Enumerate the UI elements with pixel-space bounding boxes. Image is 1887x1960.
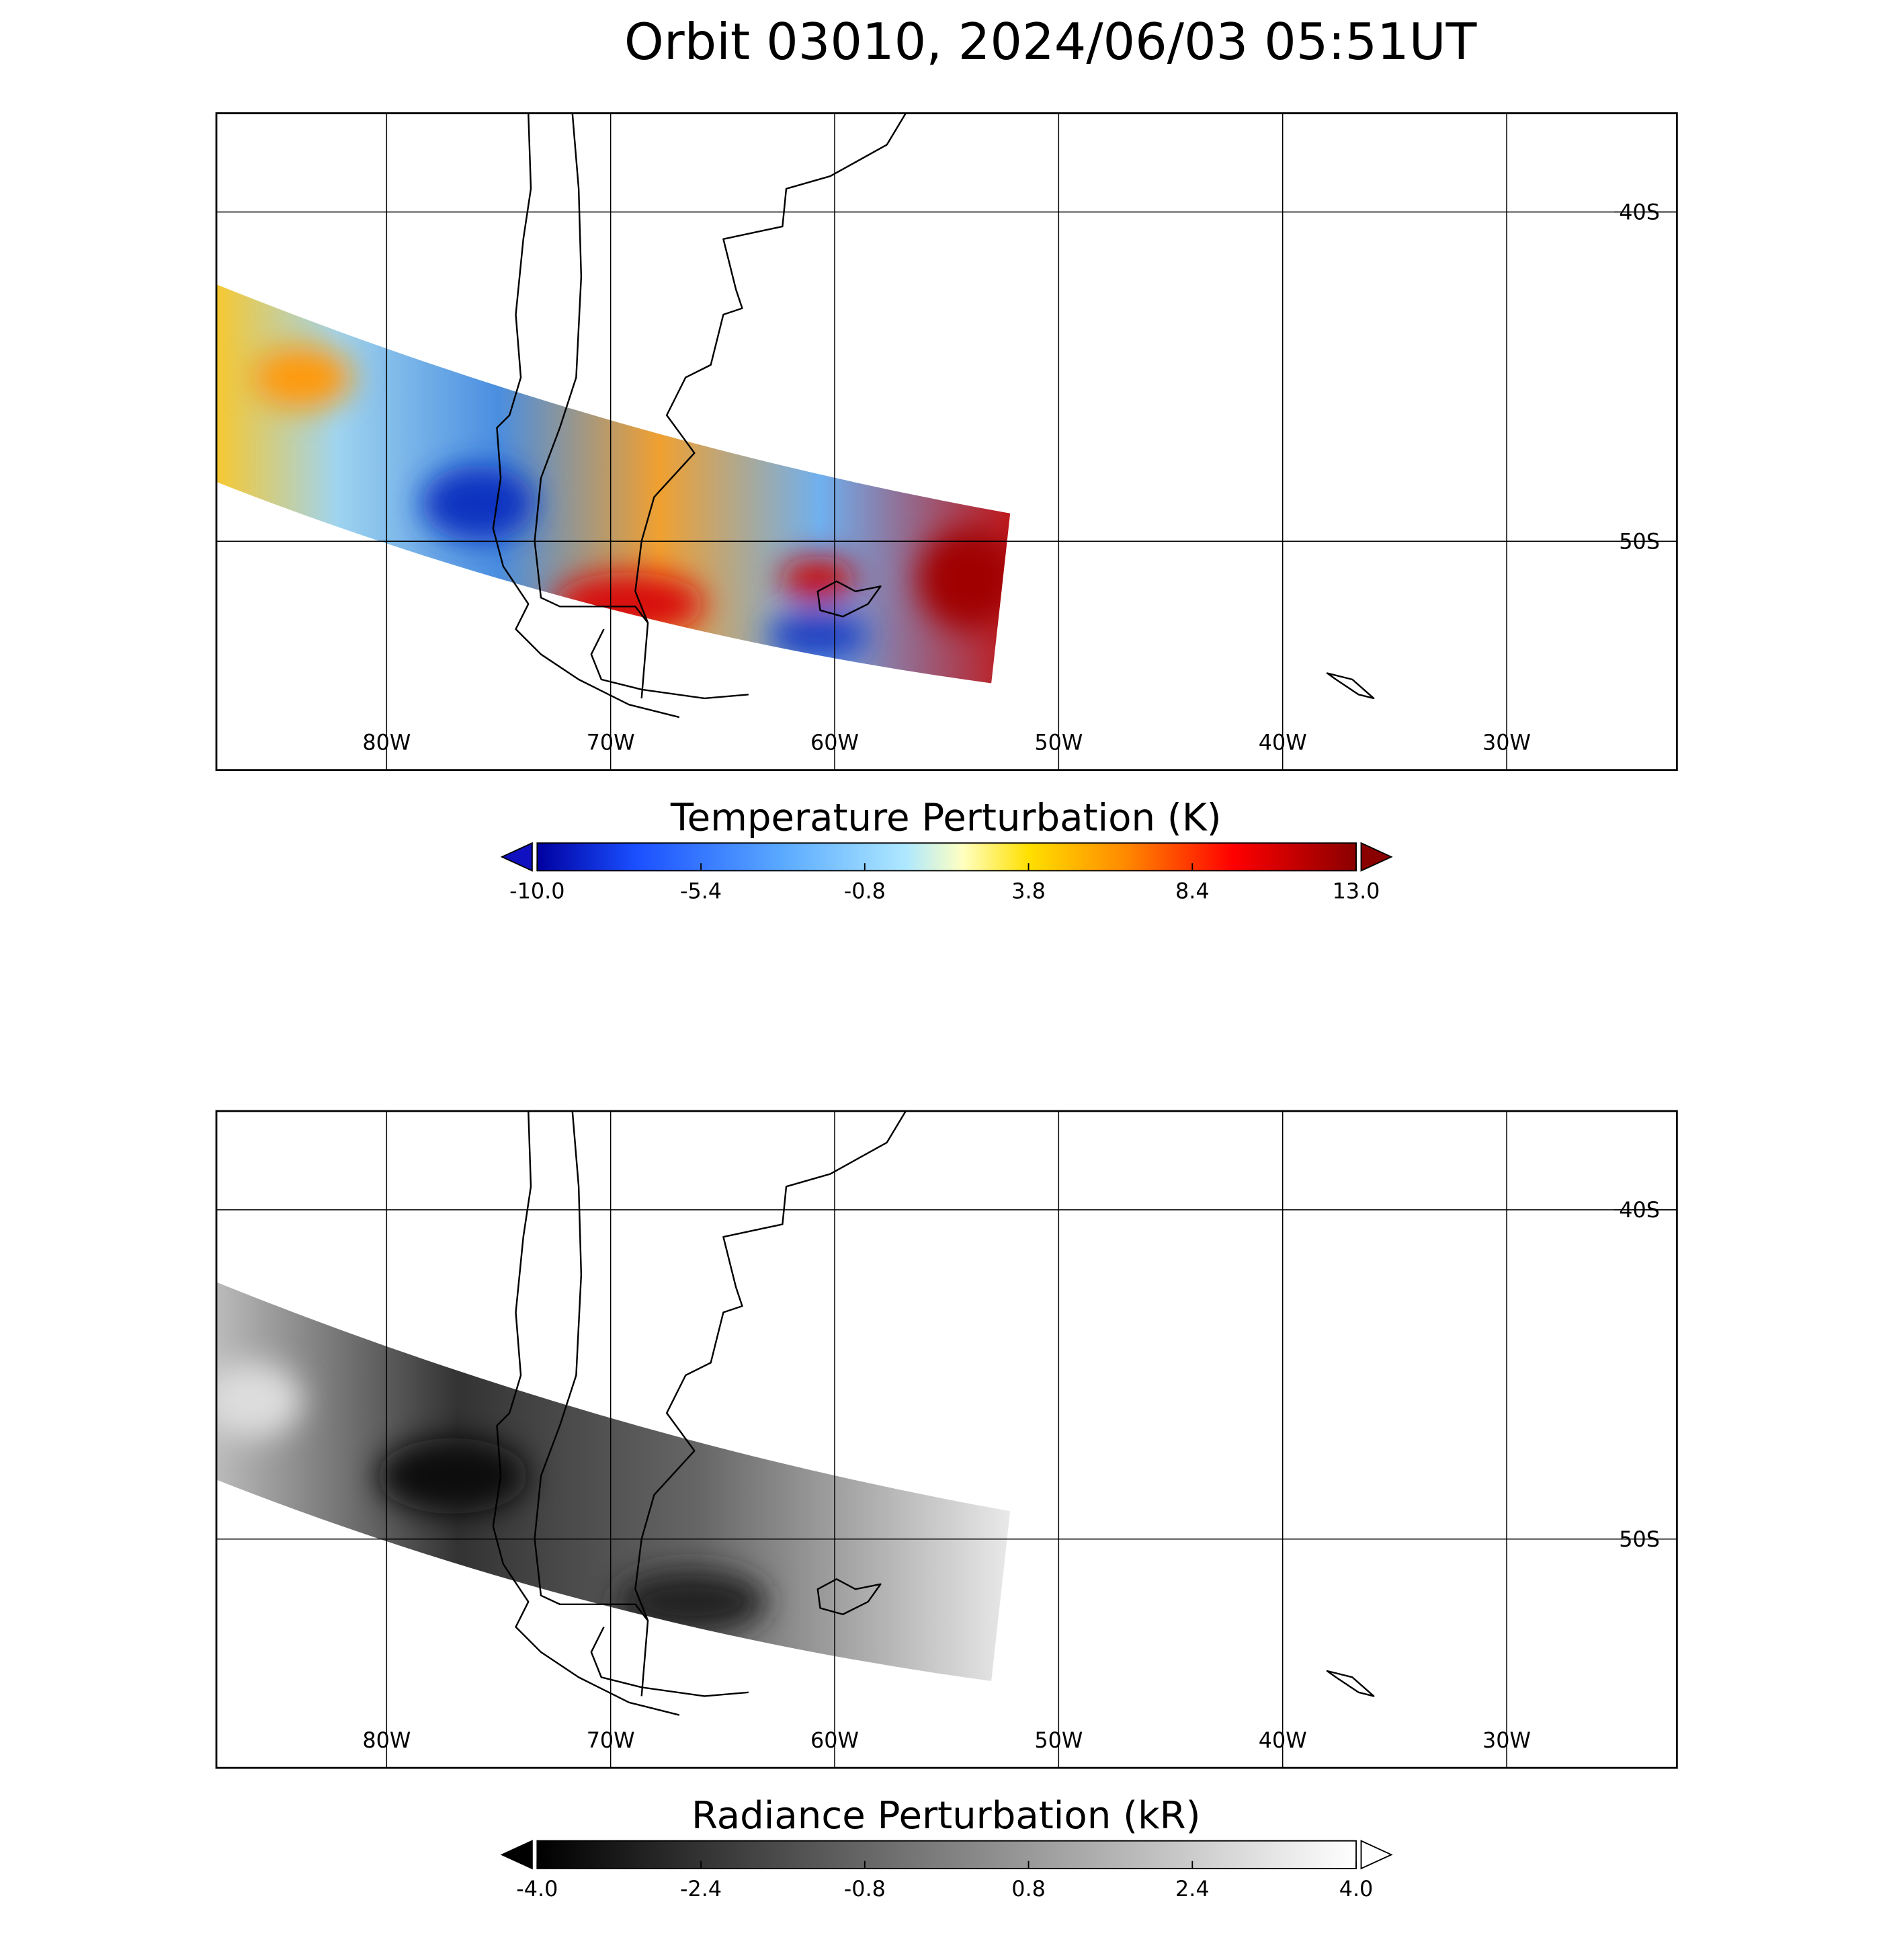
map-panel: 80W 70W 60W 50W 40W 30W 40S 50S	[215, 112, 1678, 772]
lon-tick-label: 30W	[1482, 1727, 1531, 1753]
lon-tick-label: 40W	[1259, 1727, 1307, 1753]
colorbar-tick-label: 8.4	[1175, 879, 1210, 904]
colorbar-extend	[1360, 1840, 1393, 1870]
colorbar-title: Temperature Perturbation (K)	[670, 797, 1222, 840]
colorbar-tick-label: 0.8	[1011, 1876, 1046, 1902]
lat-tick-label: 40S	[1619, 200, 1660, 225]
lon-tick-label: 40W	[1259, 730, 1307, 756]
colorbar	[536, 842, 1357, 872]
lon-tick-label: 50W	[1034, 1727, 1083, 1753]
lat-tick-label: 40S	[1619, 1197, 1660, 1223]
colorbar-extend	[500, 842, 533, 872]
map-panel: 80W 70W 60W 50W 40W 30W 40S 50S	[215, 1110, 1678, 1769]
colorbar-tick-label: -0.8	[844, 879, 886, 904]
figure-title: Orbit 03010, 2024/06/03 05:51UT	[624, 13, 1477, 71]
colorbar-tick-label: -0.8	[844, 1876, 886, 1902]
colorbar-tick-label: -5.4	[680, 879, 722, 904]
colorbar-title: Radiance Perturbation (kR)	[691, 1794, 1201, 1838]
colorbar-tick-label: -10.0	[509, 879, 564, 904]
colorbar-tick-label: -4.0	[516, 1876, 558, 1902]
lon-tick-label: 60W	[810, 730, 859, 756]
colorbar-extend	[500, 1840, 533, 1870]
lon-tick-label: 70W	[587, 1727, 635, 1753]
colorbar	[536, 1840, 1357, 1869]
lon-tick-label: 60W	[810, 1727, 859, 1753]
colorbar-tick-label: 3.8	[1011, 879, 1046, 904]
lon-tick-label: 50W	[1034, 730, 1083, 756]
colorbar-extend	[1360, 842, 1393, 872]
map-frame	[215, 112, 1678, 772]
swath	[216, 284, 1011, 684]
colorbar-tick-label: -2.4	[680, 1876, 722, 1902]
lon-tick-label: 80W	[362, 1727, 411, 1753]
colorbar-tick-label: 4.0	[1339, 1876, 1374, 1902]
lon-tick-label: 80W	[362, 730, 411, 756]
colorbar-tick-label: 13.0	[1333, 879, 1380, 904]
map-frame	[215, 1110, 1678, 1769]
lon-tick-label: 30W	[1482, 730, 1531, 756]
lat-tick-label: 50S	[1619, 528, 1660, 554]
lat-tick-label: 50S	[1619, 1526, 1660, 1552]
lon-tick-label: 70W	[587, 730, 635, 756]
colorbar-tick-label: 2.4	[1175, 1876, 1210, 1902]
swath	[216, 1282, 1011, 1681]
